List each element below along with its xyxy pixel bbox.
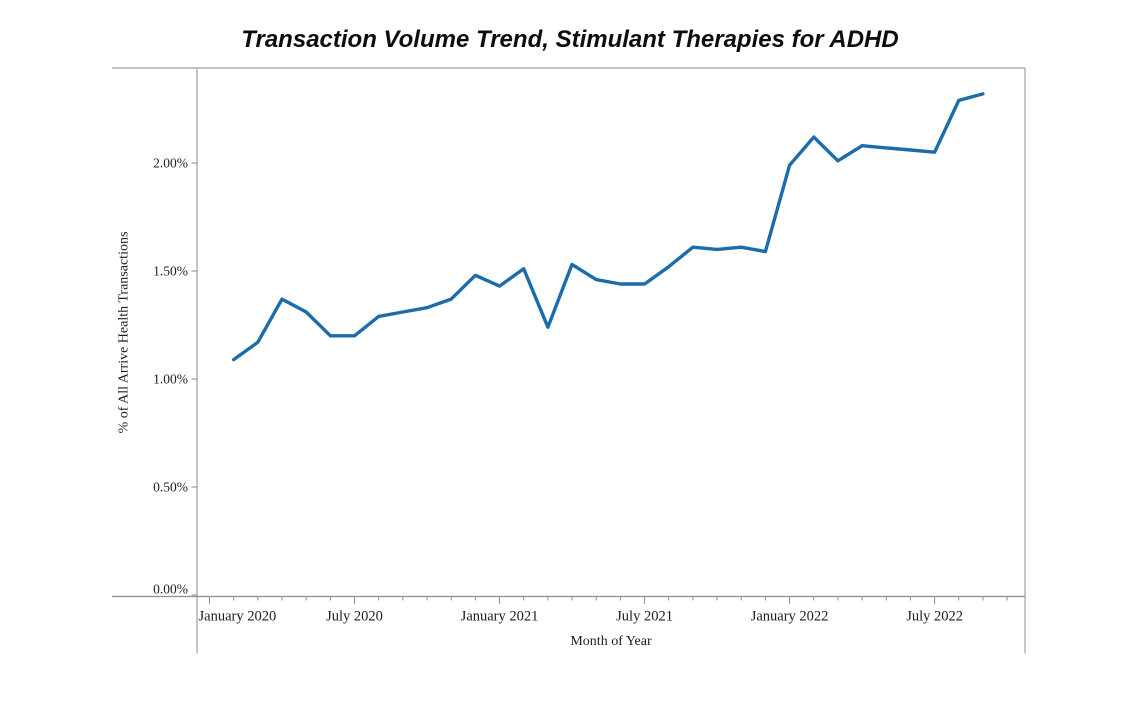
x-tick-label: January 2022 (751, 609, 829, 625)
y-tick-label: 0.00% (153, 582, 188, 597)
x-tick-label: July 2021 (616, 609, 673, 625)
y-tick-label: 1.50% (153, 264, 188, 279)
chart-title: Transaction Volume Trend, Stimulant Ther… (241, 26, 899, 53)
y-tick-label: 0.50% (153, 480, 188, 495)
series-line (232, 92, 985, 362)
x-tick-label: January 2020 (199, 609, 277, 625)
x-tick-label: January 2021 (461, 609, 539, 625)
x-tick-label: July 2020 (326, 609, 383, 625)
y-tick-label: 1.00% (153, 372, 188, 387)
x-axis-ticks: January 2020 July 2020 January 2021 July 20… (199, 597, 1008, 625)
y-axis-ticks: 0.00% 0.50% 1.00% 1.50% 2.00% (153, 156, 197, 597)
x-tick-label: July 2022 (906, 609, 963, 625)
y-tick-label: 2.00% (153, 156, 188, 171)
x-axis-title: Month of Year (570, 634, 652, 649)
y-axis-title: % of All Arrive Health Transactions (117, 232, 132, 434)
